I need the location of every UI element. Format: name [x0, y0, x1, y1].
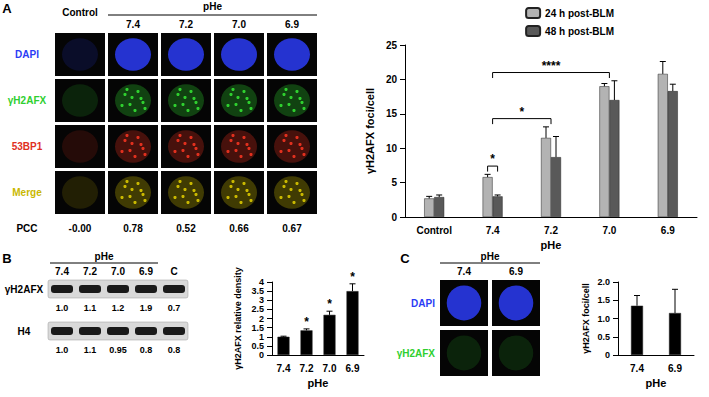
svg-text:2.5: 2.5 — [251, 304, 264, 314]
svg-text:7.4: 7.4 — [457, 266, 471, 277]
svg-text:pHe: pHe — [95, 251, 114, 262]
svg-text:7.4: 7.4 — [55, 266, 69, 277]
svg-text:6.9: 6.9 — [346, 363, 360, 374]
svg-text:7.4: 7.4 — [486, 225, 500, 236]
svg-text:10: 10 — [386, 143, 398, 154]
svg-text:0: 0 — [259, 350, 264, 360]
svg-text:0.5: 0.5 — [251, 341, 264, 351]
svg-text:7.4: 7.4 — [630, 363, 644, 374]
svg-text:1.9: 1.9 — [140, 303, 153, 313]
svg-text:7.0: 7.0 — [232, 19, 246, 30]
svg-text:A: A — [2, 1, 12, 16]
svg-text:7.2: 7.2 — [83, 266, 97, 277]
svg-text:1.1: 1.1 — [84, 303, 97, 313]
svg-text:6.9: 6.9 — [668, 363, 682, 374]
svg-text:0.7: 0.7 — [168, 303, 181, 313]
svg-text:6.9: 6.9 — [285, 19, 299, 30]
svg-text:γH2AFX foci/cell: γH2AFX foci/cell — [581, 283, 591, 354]
svg-text:0: 0 — [605, 350, 610, 360]
svg-text:0.78: 0.78 — [123, 223, 143, 234]
svg-text:1.0: 1.0 — [597, 314, 610, 324]
svg-text:5: 5 — [391, 177, 397, 188]
svg-text:*: * — [350, 270, 355, 284]
svg-text:4: 4 — [259, 277, 264, 287]
svg-text:Control: Control — [62, 7, 98, 18]
svg-text:1: 1 — [259, 332, 264, 342]
svg-text:-0.00: -0.00 — [69, 223, 92, 234]
svg-text:0: 0 — [391, 212, 397, 223]
svg-text:1.5: 1.5 — [251, 323, 264, 333]
svg-text:7.0: 7.0 — [323, 363, 337, 374]
svg-text:0.52: 0.52 — [176, 223, 196, 234]
svg-text:24 h post-BLM: 24 h post-BLM — [545, 8, 614, 19]
svg-text:pHe: pHe — [646, 377, 667, 389]
svg-text:7.2: 7.2 — [300, 363, 314, 374]
svg-text:0.95: 0.95 — [109, 345, 127, 355]
svg-text:25: 25 — [386, 40, 398, 51]
svg-text:1.0: 1.0 — [56, 303, 69, 313]
svg-text:γH2AFX: γH2AFX — [8, 95, 47, 106]
svg-text:*: * — [327, 297, 332, 311]
svg-text:3: 3 — [259, 295, 264, 305]
svg-text:6.9: 6.9 — [509, 266, 523, 277]
svg-text:pHe: pHe — [481, 251, 500, 262]
svg-text:0.8: 0.8 — [140, 345, 153, 355]
svg-text:DAPI: DAPI — [15, 49, 39, 60]
svg-text:DAPI: DAPI — [411, 298, 435, 309]
svg-text:0.66: 0.66 — [229, 223, 249, 234]
svg-text:Control: Control — [416, 225, 452, 236]
svg-text:γH2AFX foci/cell: γH2AFX foci/cell — [364, 88, 376, 174]
svg-text:7.4: 7.4 — [126, 19, 140, 30]
svg-text:20: 20 — [386, 74, 398, 85]
svg-text:B: B — [2, 251, 11, 266]
svg-text:*: * — [304, 315, 309, 329]
svg-text:6.9: 6.9 — [661, 225, 675, 236]
svg-text:7.0: 7.0 — [602, 225, 616, 236]
svg-text:15: 15 — [386, 108, 398, 119]
svg-text:pHe: pHe — [541, 239, 562, 251]
svg-text:1.0: 1.0 — [56, 345, 69, 355]
svg-text:7.0: 7.0 — [111, 266, 125, 277]
svg-text:pHe: pHe — [308, 377, 329, 389]
svg-text:C: C — [170, 266, 177, 277]
svg-text:7.2: 7.2 — [179, 19, 193, 30]
svg-text:6.9: 6.9 — [139, 266, 153, 277]
svg-text:48 h post-BLM: 48 h post-BLM — [545, 26, 614, 37]
svg-text:γH2AFX: γH2AFX — [5, 284, 44, 295]
svg-text:7.2: 7.2 — [544, 225, 558, 236]
svg-text:0.8: 0.8 — [168, 345, 181, 355]
svg-text:1.1: 1.1 — [84, 345, 97, 355]
svg-text:53BP1: 53BP1 — [12, 141, 43, 152]
svg-text:γH2AFX relative density: γH2AFX relative density — [233, 267, 243, 370]
svg-text:3.5: 3.5 — [251, 286, 264, 296]
svg-text:γH2AFX: γH2AFX — [397, 348, 436, 359]
svg-text:H4: H4 — [18, 326, 31, 337]
svg-text:Merge: Merge — [12, 187, 42, 198]
svg-text:0.67: 0.67 — [282, 223, 302, 234]
svg-text:1.5: 1.5 — [597, 295, 610, 305]
svg-text:7.4: 7.4 — [277, 363, 291, 374]
svg-text:*: * — [490, 152, 495, 166]
svg-text:1.2: 1.2 — [112, 303, 125, 313]
svg-text:pHe: pHe — [203, 1, 222, 12]
svg-text:2.0: 2.0 — [597, 277, 610, 287]
svg-text:0.5: 0.5 — [597, 332, 610, 342]
svg-text:****: **** — [542, 59, 561, 73]
svg-text:PCC: PCC — [16, 223, 37, 234]
svg-text:2: 2 — [259, 314, 264, 324]
svg-text:*: * — [519, 105, 524, 119]
svg-text:C: C — [400, 251, 410, 266]
